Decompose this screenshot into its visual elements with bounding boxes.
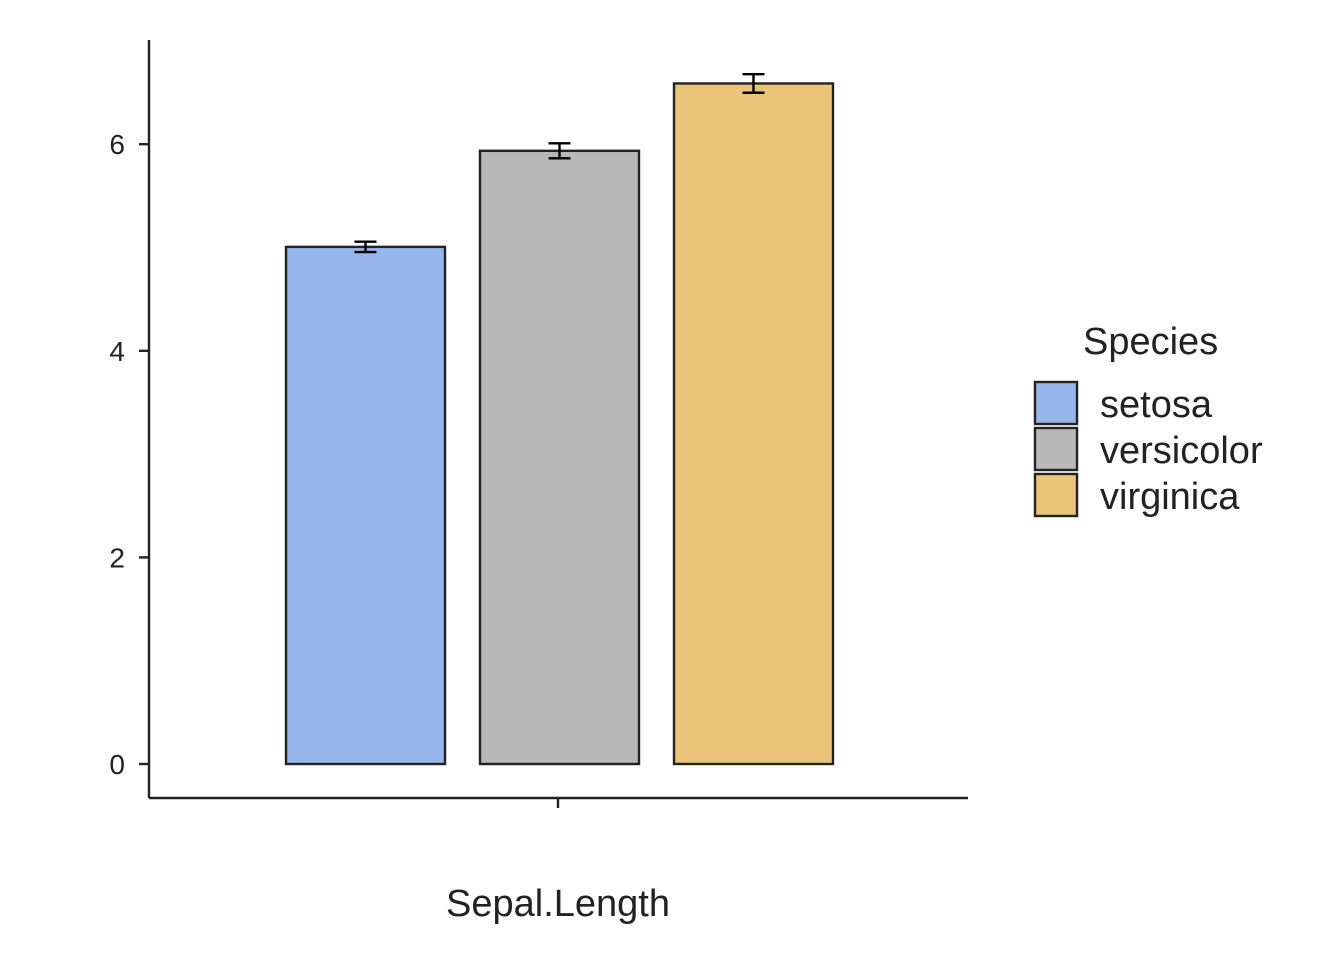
legend-title: Species	[1083, 321, 1218, 363]
legend-label: virginica	[1100, 476, 1240, 518]
legend-swatch	[1033, 380, 1079, 426]
legend-swatch	[1033, 472, 1079, 518]
y-tick-label: 2	[109, 542, 125, 573]
legend-item-versicolor: versicolor	[1033, 426, 1263, 472]
x-axis-title: Sepal.Length	[446, 883, 670, 925]
x-axis	[149, 796, 968, 808]
y-axis: 0 2 4 6	[109, 40, 151, 798]
bar-setosa	[284, 245, 447, 766]
error-bar-virginica	[742, 72, 765, 94]
error-bar-setosa	[354, 240, 377, 254]
legend-item-setosa: setosa	[1033, 380, 1213, 426]
y-tick-label: 4	[109, 336, 125, 367]
legend-label: versicolor	[1100, 430, 1263, 472]
legend-label: setosa	[1100, 384, 1213, 426]
error-bars	[354, 72, 765, 254]
y-tick-label: 0	[109, 749, 125, 780]
error-bar-versicolor	[548, 142, 571, 160]
y-tick-label: 6	[109, 129, 125, 160]
legend-swatch	[1033, 426, 1079, 472]
bars	[284, 82, 835, 766]
legend-item-virginica: virginica	[1033, 472, 1240, 518]
bar-versicolor	[478, 149, 641, 766]
bar-virginica	[672, 82, 835, 766]
